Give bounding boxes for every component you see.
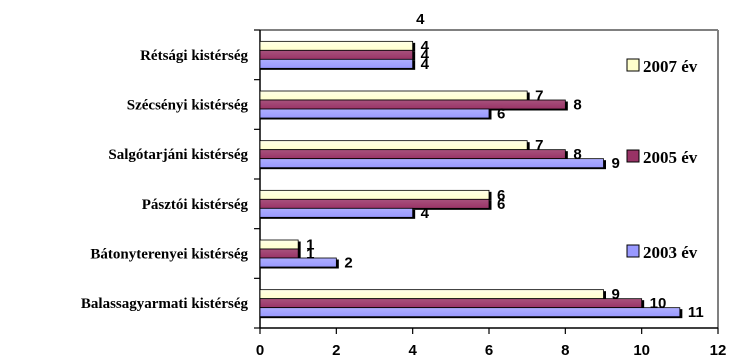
x-tick-label: 0 [256,342,264,359]
data-label: 1 [306,237,314,254]
data-label: 1 [306,246,314,263]
category-label: Szécsényi kistérség [127,98,249,114]
bar [259,90,528,101]
data-label: 7 [535,137,543,154]
bar [259,189,490,200]
legend-swatch [626,244,640,258]
legend-label: 2003 év [643,243,698,262]
bar [259,58,414,69]
bar [259,307,681,318]
data-label: 9 [612,155,620,172]
data-label: 4 [421,56,430,73]
data-label: 6 [497,106,505,123]
data-label: 7 [535,88,543,105]
data-label: 4 [421,205,430,222]
x-tick-label: 12 [710,342,727,359]
bar [259,248,299,259]
data-label: 4 [421,38,430,55]
category-label: Balassagyarmati kistérség [81,296,249,312]
bar [259,207,414,218]
category-label: Salgótarjáni kistérség [108,147,248,163]
data-label: 4 [421,47,430,64]
bar [259,257,337,268]
data-label: 8 [573,146,581,163]
data-label: 2 [344,255,352,272]
bar [259,140,528,151]
data-label: 9 [612,286,620,303]
legend-swatch [626,58,640,72]
category-label: Rétsági kistérség [140,48,248,64]
data-label: 10 [650,295,667,312]
x-tick-label: 6 [485,342,493,359]
bar [259,108,490,119]
bar [259,49,414,60]
bar [259,40,414,51]
top-data-label: 4 [416,11,425,28]
x-tick-label: 10 [633,342,650,359]
data-label: 11 [688,304,704,321]
legend-label: 2005 év [643,148,698,167]
x-tick-label: 2 [332,342,340,359]
bar [259,239,299,250]
bar [259,198,490,209]
data-label: 6 [497,187,505,204]
data-label: 6 [497,196,505,213]
category-label: Pásztói kistérség [142,197,249,213]
legend-label: 2007 év [643,57,698,76]
category-label: Bátonyterenyei kistérség [90,247,248,263]
bar [259,298,643,309]
bar [259,158,604,169]
bar [259,99,566,110]
x-tick-label: 8 [561,342,569,359]
bar [259,149,566,160]
legend-swatch [626,149,640,163]
data-label: 8 [573,97,581,114]
x-tick-label: 4 [408,342,417,359]
bar [259,289,604,300]
